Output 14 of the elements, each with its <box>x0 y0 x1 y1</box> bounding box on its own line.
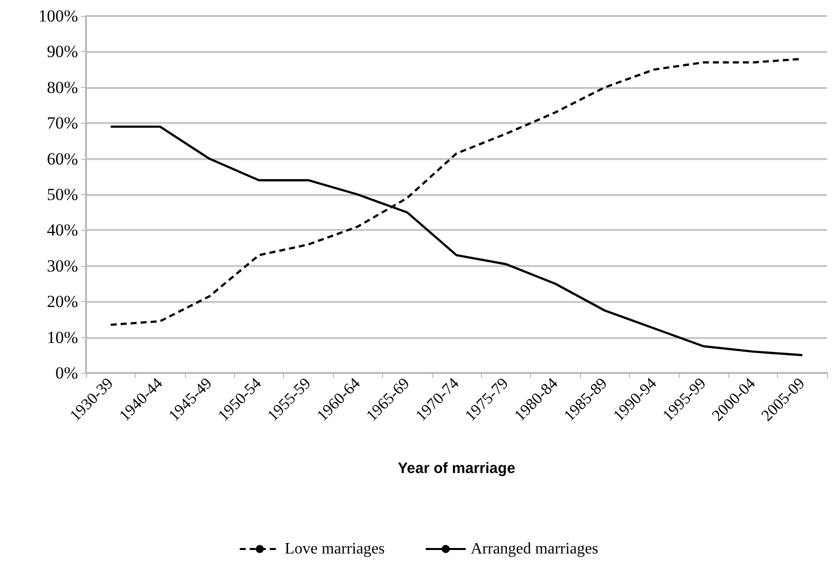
y-tick-label: 40% <box>46 220 78 240</box>
y-tick-label: 50% <box>46 185 78 204</box>
y-tick-label: 90% <box>46 42 78 62</box>
x-axis-title: Year of marriage <box>398 460 516 477</box>
y-tick-label: 20% <box>46 292 78 312</box>
y-tick-label: 30% <box>46 256 78 276</box>
legend-label: Arranged marriages <box>470 540 598 558</box>
y-tick-label: 70% <box>46 114 78 133</box>
y-tick-label: 100% <box>38 6 78 26</box>
legend-label: Love marriages <box>284 540 385 558</box>
y-tick-label: 80% <box>46 78 78 97</box>
y-tick-label: 10% <box>46 328 78 347</box>
y-tick-label: 60% <box>46 149 78 168</box>
y-tick-label: 0% <box>55 364 78 382</box>
